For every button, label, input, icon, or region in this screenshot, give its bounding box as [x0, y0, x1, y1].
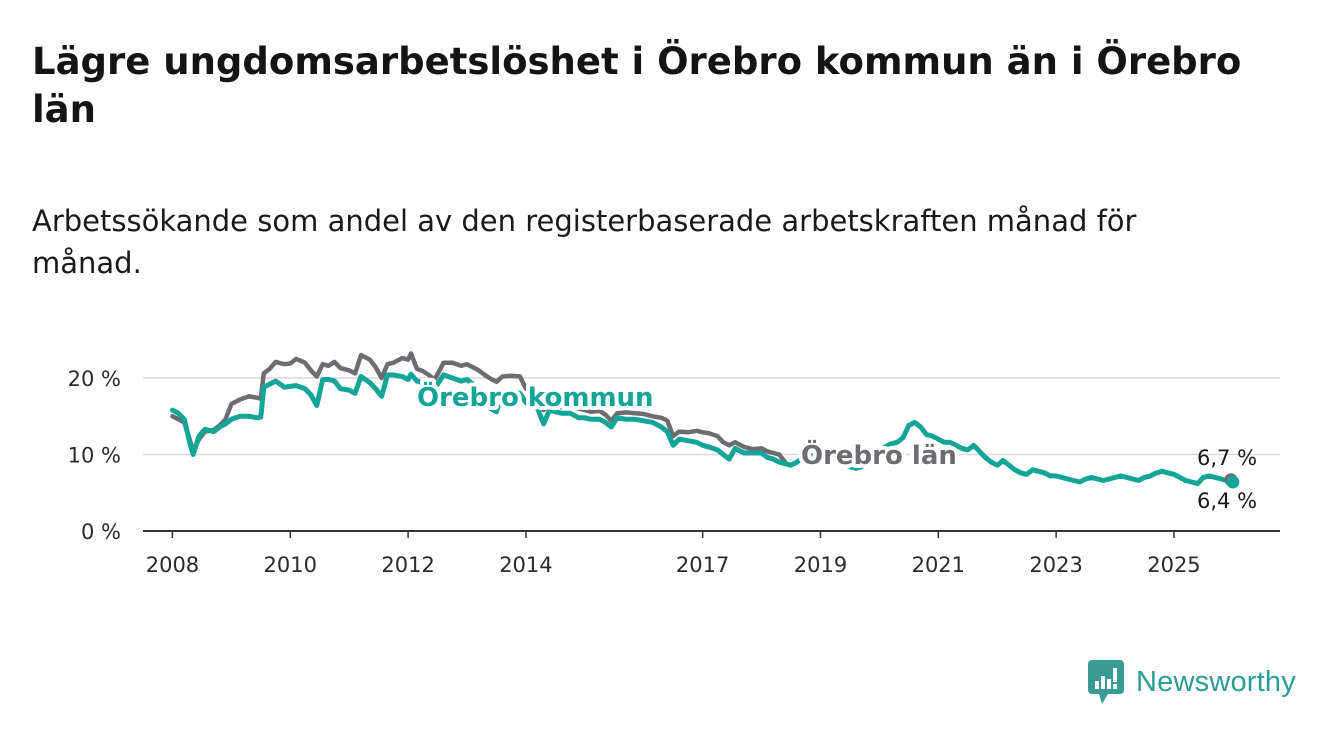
newsworthy-chart-bubble-icon [1088, 660, 1124, 704]
x-tick-label: 2021 [912, 553, 965, 577]
y-tick-label: 0 % [81, 520, 121, 544]
end-value-orebro-lan: 6,7 % [1197, 446, 1257, 470]
y-tick-label: 10 % [68, 444, 121, 468]
x-tick-label: 2019 [794, 553, 847, 577]
x-tick-label: 2012 [381, 553, 434, 577]
newsworthy-logo: Newsworthy [1088, 660, 1296, 704]
brand-name: Newsworthy [1136, 665, 1296, 698]
x-tick-label: 2017 [676, 553, 729, 577]
x-axis: 2008 2010 2012 2014 2017 2019 2021 2023 2025 [143, 530, 1280, 577]
label-orebro-kommun-halo: Örebro kommun [417, 380, 654, 413]
x-tick-label: 2023 [1029, 553, 1082, 577]
label-orebro-lan-halo: Örebro län [801, 438, 957, 471]
label-orebro-lan-text: Örebro län [801, 438, 957, 471]
end-marker-orebro-kommun [1226, 475, 1240, 489]
series-line-orebro-kommun [170, 371, 1236, 487]
series-line-orebro-lan [170, 351, 788, 465]
x-tick-label: 2025 [1147, 553, 1200, 577]
x-tick-label: 2014 [499, 553, 552, 577]
label-orebro-kommun-text: Örebro kommun [417, 380, 654, 413]
y-tick-label: 20 % [68, 367, 121, 391]
x-tick-label: 2010 [264, 553, 317, 577]
chart-title: Lägre ungdomsarbetslöshet i Örebro kommu… [32, 40, 1242, 131]
x-tick-label: 2008 [146, 553, 199, 577]
chart-subtitle: Arbetssökande som andel av den registerb… [32, 204, 1137, 280]
series-lines [170, 351, 1236, 487]
end-value-orebro-kommun: 6,4 % [1197, 489, 1257, 513]
gridlines: 0 % 10 % 20 % [68, 367, 1280, 544]
